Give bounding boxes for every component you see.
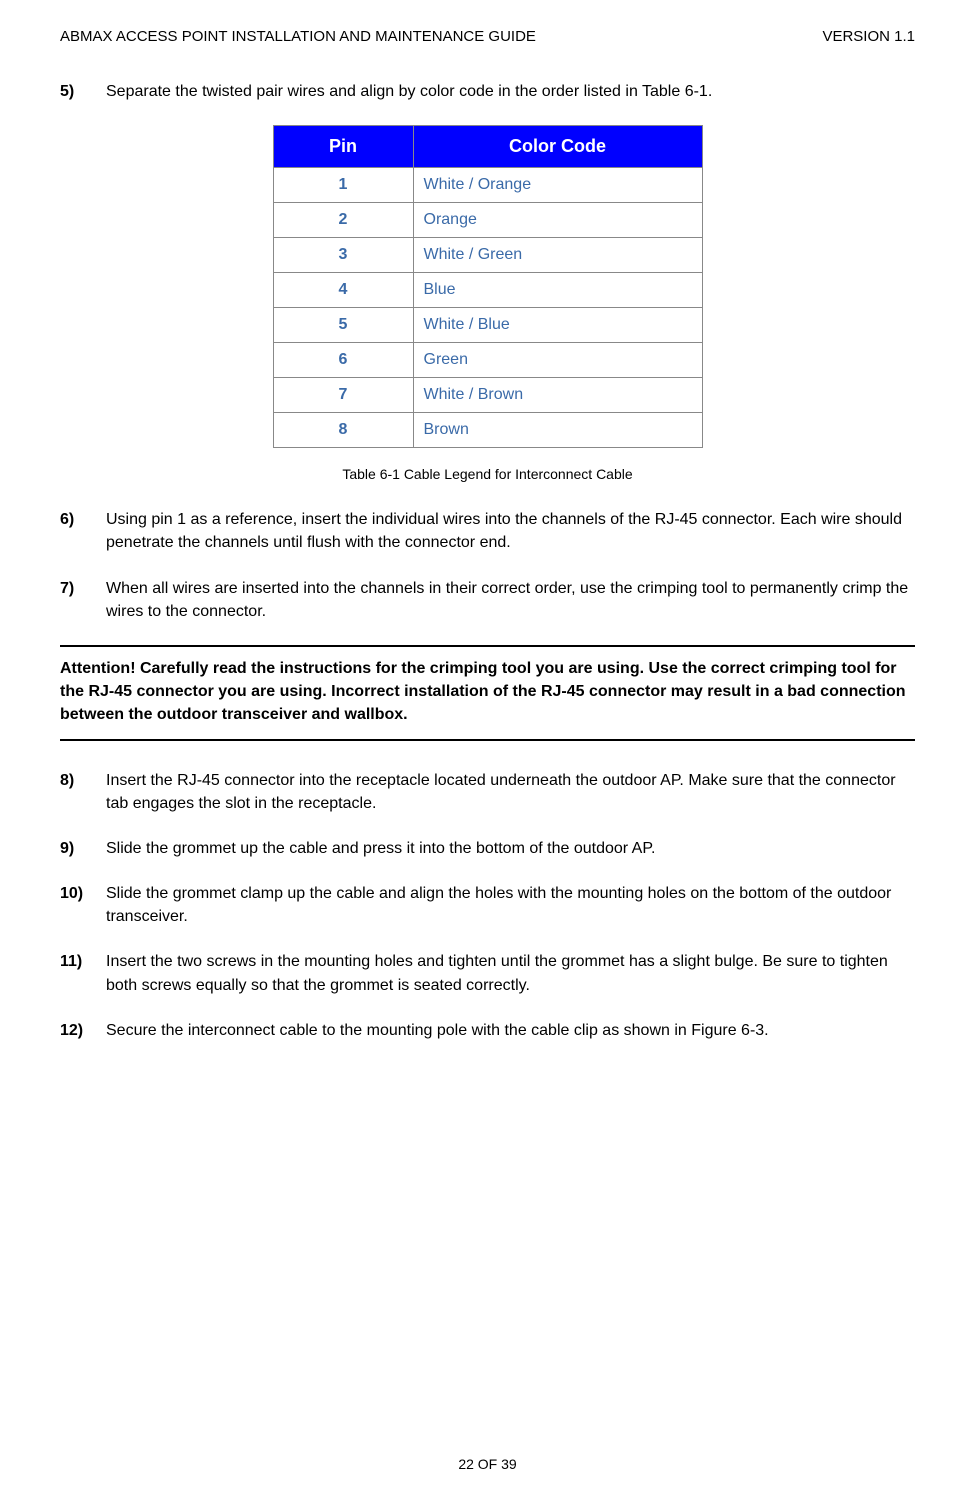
step-text: Slide the grommet clamp up the cable and… xyxy=(106,882,915,928)
cell-pin: 3 xyxy=(273,238,413,273)
table-row: 5 White / Blue xyxy=(273,308,702,343)
header-left: ABMAX ACCESS POINT INSTALLATION AND MAIN… xyxy=(60,28,536,45)
cell-pin: 5 xyxy=(273,308,413,343)
step-number: 10) xyxy=(60,882,106,928)
step-number: 12) xyxy=(60,1019,106,1042)
page-header: ABMAX ACCESS POINT INSTALLATION AND MAIN… xyxy=(60,0,915,45)
cell-code: White / Blue xyxy=(413,308,702,343)
col-color-code: Color Code xyxy=(413,126,702,168)
page-content: 5) Separate the twisted pair wires and a… xyxy=(60,45,915,1042)
step-text: When all wires are inserted into the cha… xyxy=(106,577,915,623)
step-text: Slide the grommet up the cable and press… xyxy=(106,837,915,860)
step-text: Insert the two screws in the mounting ho… xyxy=(106,950,915,996)
cell-code: White / Brown xyxy=(413,378,702,413)
cell-code: Blue xyxy=(413,273,702,308)
table-row: 7 White / Brown xyxy=(273,378,702,413)
cell-code: Green xyxy=(413,343,702,378)
cell-code: White / Green xyxy=(413,238,702,273)
step-number: 7) xyxy=(60,577,106,623)
cell-code: Orange xyxy=(413,203,702,238)
cell-pin: 4 xyxy=(273,273,413,308)
pin-table-wrap: Pin Color Code 1 White / Orange 2 Orange… xyxy=(60,125,915,448)
cell-pin: 7 xyxy=(273,378,413,413)
step-11: 11) Insert the two screws in the mountin… xyxy=(60,950,915,996)
cell-code: Brown xyxy=(413,413,702,448)
header-right: VERSION 1.1 xyxy=(822,28,915,45)
step-text: Secure the interconnect cable to the mou… xyxy=(106,1019,915,1042)
cell-code: White / Orange xyxy=(413,168,702,203)
cell-pin: 1 xyxy=(273,168,413,203)
step-text: Separate the twisted pair wires and alig… xyxy=(106,80,915,103)
table-row: 8 Brown xyxy=(273,413,702,448)
page-footer: 22 OF 39 xyxy=(0,1456,975,1472)
table-header-row: Pin Color Code xyxy=(273,126,702,168)
step-number: 5) xyxy=(60,80,106,103)
table-row: 4 Blue xyxy=(273,273,702,308)
step-number: 9) xyxy=(60,837,106,860)
table-caption: Table 6-1 Cable Legend for Interconnect … xyxy=(60,466,915,482)
step-10: 10) Slide the grommet clamp up the cable… xyxy=(60,882,915,928)
step-8: 8) Insert the RJ-45 connector into the r… xyxy=(60,769,915,815)
cell-pin: 8 xyxy=(273,413,413,448)
table-row: 1 White / Orange xyxy=(273,168,702,203)
step-7: 7) When all wires are inserted into the … xyxy=(60,577,915,623)
cell-pin: 6 xyxy=(273,343,413,378)
col-pin: Pin xyxy=(273,126,413,168)
step-12: 12) Secure the interconnect cable to the… xyxy=(60,1019,915,1042)
table-row: 6 Green xyxy=(273,343,702,378)
step-text: Insert the RJ-45 connector into the rece… xyxy=(106,769,915,815)
step-number: 11) xyxy=(60,950,106,996)
step-9: 9) Slide the grommet up the cable and pr… xyxy=(60,837,915,860)
table-row: 2 Orange xyxy=(273,203,702,238)
pin-color-table: Pin Color Code 1 White / Orange 2 Orange… xyxy=(273,125,703,448)
step-number: 6) xyxy=(60,508,106,554)
attention-box: Attention! Carefully read the instructio… xyxy=(60,645,915,741)
step-6: 6) Using pin 1 as a reference, insert th… xyxy=(60,508,915,554)
step-text: Using pin 1 as a reference, insert the i… xyxy=(106,508,915,554)
table-row: 3 White / Green xyxy=(273,238,702,273)
cell-pin: 2 xyxy=(273,203,413,238)
step-number: 8) xyxy=(60,769,106,815)
step-5: 5) Separate the twisted pair wires and a… xyxy=(60,80,915,103)
